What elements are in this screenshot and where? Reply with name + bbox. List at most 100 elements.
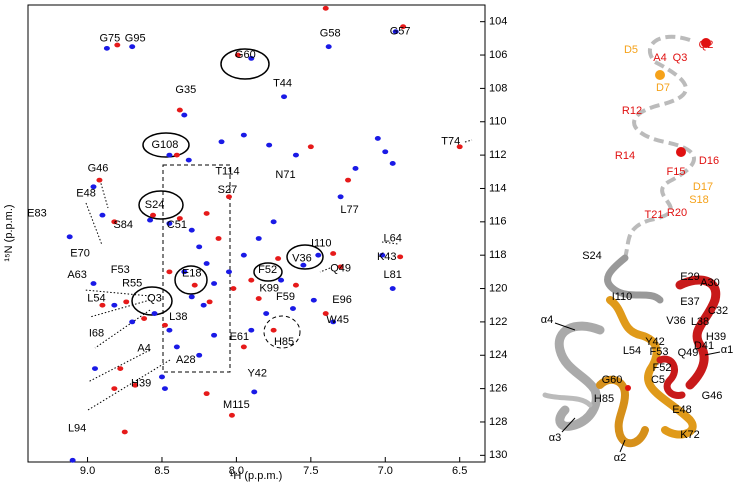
peak xyxy=(382,149,389,155)
peak xyxy=(255,236,262,241)
peak xyxy=(270,327,277,333)
peak xyxy=(251,389,258,395)
structure-label: S18 xyxy=(689,194,709,206)
x-tick-label: 8.5 xyxy=(154,465,169,477)
peak xyxy=(176,216,183,221)
peak xyxy=(176,107,183,113)
peak-label: G75 xyxy=(99,32,120,44)
peak xyxy=(337,194,344,200)
y-tick-label: 124 xyxy=(489,349,507,361)
peak-label: G35 xyxy=(175,84,196,96)
structure-label: G60 xyxy=(602,374,623,386)
peak xyxy=(263,311,270,316)
structure-label: D16 xyxy=(699,155,719,167)
peak-label: E18 xyxy=(182,267,202,279)
peak xyxy=(132,382,139,388)
plot-frame xyxy=(27,4,486,463)
peak-label: I110 xyxy=(311,237,332,249)
ribbon xyxy=(554,321,605,431)
peak-label: G108 xyxy=(151,139,178,151)
peak-label: G57 xyxy=(390,26,411,38)
peak xyxy=(275,256,282,261)
peak-label: A28 xyxy=(176,354,196,366)
peak xyxy=(66,234,73,240)
peak xyxy=(69,457,76,463)
peak xyxy=(307,144,314,150)
x-axis-label: ¹H (p.p.m.) xyxy=(230,470,283,482)
structure-label: I110 xyxy=(612,291,633,303)
peak xyxy=(330,319,337,325)
highlight-ring xyxy=(174,265,208,295)
peak xyxy=(173,152,180,158)
y-tick-label: 120 xyxy=(489,282,507,294)
peak xyxy=(99,212,106,218)
peak xyxy=(352,166,359,171)
peak-label: F52 xyxy=(258,264,277,276)
y-tick-label: 114 xyxy=(489,182,507,194)
peak xyxy=(90,281,97,286)
spectrum: ¹H (p.p.m.) ¹⁵N (p.p.m.) 9.0 8.5 8.0 7.5 7.0… xyxy=(3,4,507,482)
highlight-ring xyxy=(253,262,283,282)
peak xyxy=(211,281,218,286)
peak xyxy=(203,211,210,216)
peak xyxy=(240,252,247,258)
peak-label: S27 xyxy=(218,184,238,196)
structure-label: C32 xyxy=(708,305,728,317)
peak xyxy=(150,212,157,218)
peak xyxy=(225,269,232,275)
peak-label: L81 xyxy=(384,269,402,281)
peak xyxy=(181,112,188,118)
structure-label: H39 xyxy=(706,331,726,343)
peak-label: N71 xyxy=(275,169,295,181)
highlight-ring xyxy=(286,244,324,270)
peak xyxy=(166,327,173,333)
peak xyxy=(181,269,188,275)
peak-label: E48 xyxy=(76,187,96,199)
structure-label: F53 xyxy=(650,346,669,358)
peak xyxy=(166,269,173,275)
peak-label: Y42 xyxy=(247,368,267,380)
peak xyxy=(315,252,322,258)
peak-label: L94 xyxy=(68,423,86,435)
residue-dots xyxy=(625,38,711,391)
peak xyxy=(196,352,203,358)
peak xyxy=(161,386,168,392)
peak-label: K99 xyxy=(259,282,279,294)
peak-label: L38 xyxy=(169,311,187,323)
peak-label: R55 xyxy=(122,277,142,289)
peak-label: G58 xyxy=(320,27,341,39)
structure-label: α4 xyxy=(541,314,553,326)
peak-label: A63 xyxy=(67,269,87,281)
peak xyxy=(397,254,404,260)
peak xyxy=(218,139,225,145)
peak xyxy=(166,152,173,158)
highlight-ring xyxy=(131,286,173,316)
y-tick-label: 108 xyxy=(489,82,507,94)
y-axis-label: ¹⁵N (p.p.m.) xyxy=(3,204,15,261)
structure-label: H85 xyxy=(594,393,614,405)
peak xyxy=(111,386,118,392)
y-tick-label: 110 xyxy=(489,116,507,128)
peak-label: I68 xyxy=(89,327,104,339)
peak-label: V36 xyxy=(292,252,312,264)
peak xyxy=(330,251,337,256)
highlight-ring xyxy=(142,132,190,158)
peak-label: L64 xyxy=(384,232,402,244)
x-tick-label: 6.5 xyxy=(452,465,467,477)
x-tick-label: 7.0 xyxy=(378,465,393,477)
structure-label: D17 xyxy=(693,181,713,193)
peak xyxy=(114,42,121,48)
structure-label: G46 xyxy=(702,390,723,402)
ribbon xyxy=(604,254,664,304)
peak xyxy=(345,177,352,183)
peak xyxy=(266,142,273,148)
y-tick-label: 106 xyxy=(489,49,507,61)
peak xyxy=(300,262,307,268)
structure-label: C5 xyxy=(651,374,665,386)
structure-label: E37 xyxy=(680,296,700,308)
structure-label: E29 xyxy=(680,271,700,283)
structure-label: L54 xyxy=(623,345,641,357)
peak xyxy=(147,217,154,223)
peak xyxy=(111,219,118,225)
